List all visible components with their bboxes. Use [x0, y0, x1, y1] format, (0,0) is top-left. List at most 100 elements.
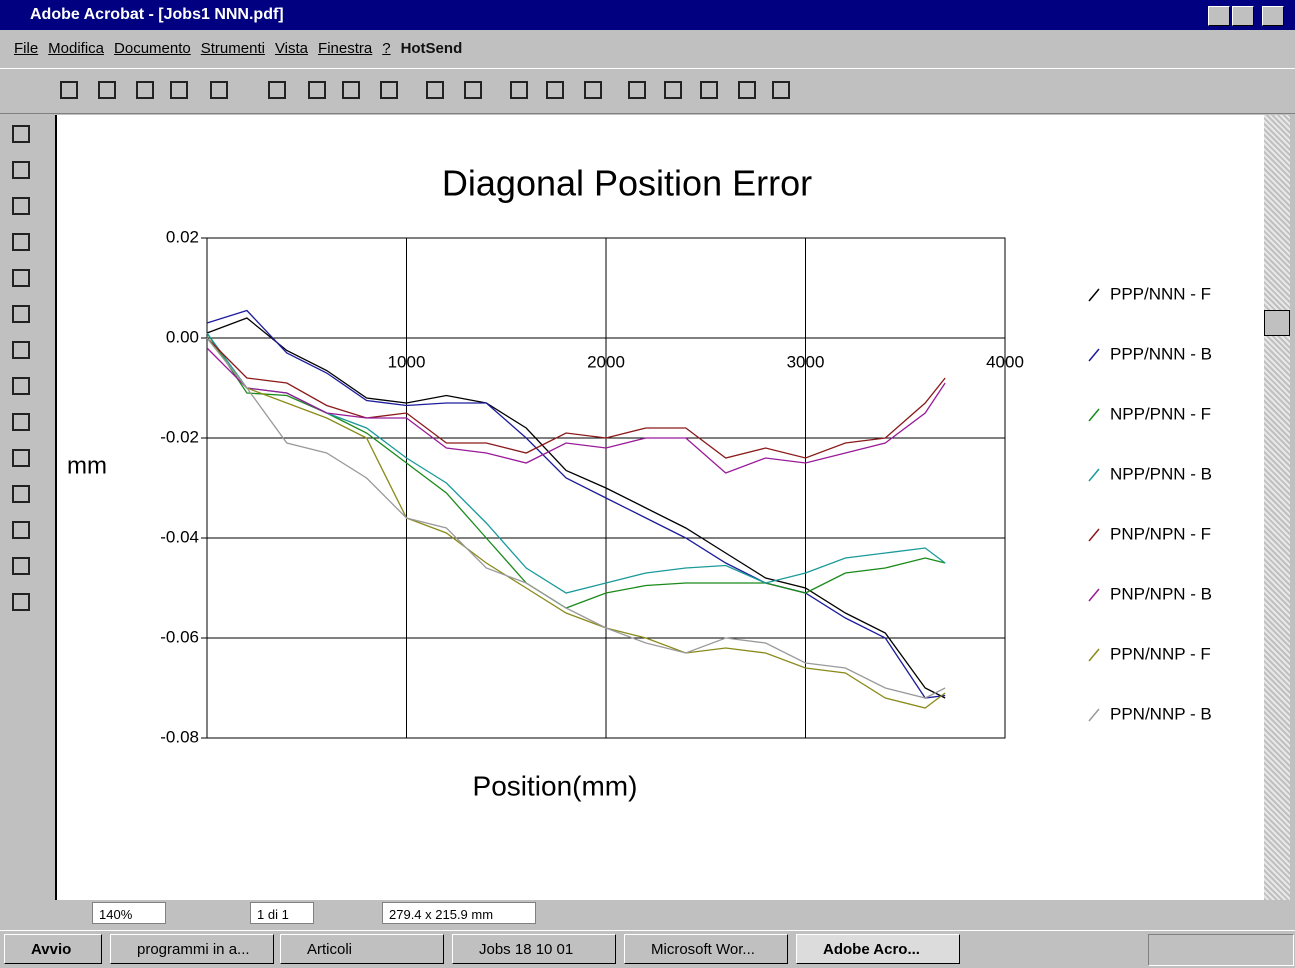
- series-line: [206, 337, 946, 459]
- legend-swatch: [1088, 348, 1100, 362]
- tool-icon[interactable]: [12, 521, 30, 539]
- tool-icon[interactable]: [772, 81, 790, 99]
- menu-item[interactable]: ?: [382, 40, 391, 57]
- tool-icon[interactable]: [12, 197, 30, 215]
- page-number[interactable]: 1 di 1: [250, 902, 314, 924]
- task-button[interactable]: Jobs 18 10 01: [452, 934, 616, 964]
- tool-icon[interactable]: [12, 557, 30, 575]
- tool-icon[interactable]: [210, 81, 228, 99]
- chart: Diagonal Position Error mm Position(mm) …: [67, 163, 1212, 802]
- x-tick-label: 4000: [986, 352, 1024, 371]
- series-line: [206, 332, 946, 609]
- taskbar: Avvio programmi in a... Articoli Jobs 18 1…: [0, 930, 1295, 968]
- menu-item[interactable]: Modifica: [48, 40, 105, 57]
- tool-icon[interactable]: [12, 125, 30, 143]
- legend-label: PPP/NNN - B: [1110, 344, 1212, 363]
- tool-icon[interactable]: [584, 81, 602, 99]
- legend-label: PPN/NNP - F: [1110, 644, 1211, 663]
- menu-item[interactable]: Finestra: [318, 40, 373, 57]
- menu-item[interactable]: Strumenti: [200, 40, 265, 57]
- tool-icon[interactable]: [136, 81, 154, 99]
- title-bar: Adobe Acrobat - [Jobs1 NNN.pdf]: [0, 0, 1295, 30]
- tool-icon[interactable]: [12, 233, 30, 251]
- legend-label: PPP/NNN - F: [1110, 284, 1211, 303]
- tool-icon[interactable]: [12, 593, 30, 611]
- toolbar: [0, 68, 1295, 114]
- legend-label: PNP/NPN - B: [1110, 584, 1212, 603]
- tool-icon[interactable]: [464, 81, 482, 99]
- y-tick-label: 0.00: [166, 327, 199, 346]
- tool-icon[interactable]: [510, 81, 528, 99]
- task-button[interactable]: Articoli: [280, 934, 444, 964]
- tool-icon[interactable]: [308, 81, 326, 99]
- task-button[interactable]: Adobe Acro...: [796, 934, 960, 964]
- tool-icon[interactable]: [98, 81, 116, 99]
- series-line: [206, 337, 946, 709]
- series-line: [206, 347, 946, 474]
- tool-icon[interactable]: [12, 161, 30, 179]
- tool-column: [0, 115, 48, 900]
- chart-title: Diagonal Position Error: [442, 163, 812, 204]
- close[interactable]: [1262, 6, 1284, 26]
- tool-icon[interactable]: [12, 341, 30, 359]
- tool-icon[interactable]: [12, 413, 30, 431]
- legend-swatch: [1088, 468, 1100, 482]
- y-tick-label: -0.08: [160, 727, 199, 746]
- y-tick-label: -0.04: [160, 527, 199, 546]
- tool-icon[interactable]: [342, 81, 360, 99]
- tool-icon[interactable]: [60, 81, 78, 99]
- series-line: [206, 317, 946, 699]
- menu-item[interactable]: HotSend: [400, 40, 463, 57]
- tool-icon[interactable]: [170, 81, 188, 99]
- menu-item[interactable]: Vista: [274, 40, 309, 57]
- legend-swatch: [1088, 408, 1100, 422]
- legend-label: PPN/NNP - B: [1110, 704, 1212, 723]
- tool-icon[interactable]: [628, 81, 646, 99]
- legend-swatch: [1088, 588, 1100, 602]
- task-button[interactable]: Microsoft Wor...: [624, 934, 788, 964]
- tool-icon[interactable]: [268, 81, 286, 99]
- tool-icon[interactable]: [380, 81, 398, 99]
- tool-icon[interactable]: [700, 81, 718, 99]
- legend-swatch: [1088, 528, 1100, 542]
- legend-swatch: [1088, 288, 1100, 302]
- y-tick-label: 0.02: [166, 227, 199, 246]
- legend-swatch: [1088, 708, 1100, 722]
- minimize[interactable]: [1208, 6, 1230, 26]
- tool-icon[interactable]: [738, 81, 756, 99]
- y-tick-label: -0.02: [160, 427, 199, 446]
- x-axis-label: Position(mm): [473, 770, 638, 801]
- y-tick-label: -0.06: [160, 627, 199, 646]
- series-line: [206, 309, 946, 699]
- tool-icon[interactable]: [426, 81, 444, 99]
- tool-icon[interactable]: [12, 485, 30, 503]
- menu-bar: File Modifica Documento Strumenti Vista Fines…: [0, 34, 1295, 64]
- scroll-thumb[interactable]: [1264, 310, 1290, 336]
- tool-icon[interactable]: [12, 305, 30, 323]
- vertical-scrollbar[interactable]: [1264, 115, 1290, 900]
- start-button[interactable]: Avvio: [4, 934, 102, 964]
- window-title: Adobe Acrobat - [Jobs1 NNN.pdf]: [30, 6, 284, 23]
- tool-icon[interactable]: [546, 81, 564, 99]
- legend-swatch: [1088, 648, 1100, 662]
- tray: [1148, 934, 1294, 966]
- tool-icon[interactable]: [12, 377, 30, 395]
- tool-icon[interactable]: [12, 449, 30, 467]
- tool-icon[interactable]: [12, 269, 30, 287]
- series-line: [206, 332, 946, 594]
- menu-item[interactable]: Documento: [114, 40, 191, 57]
- y-axis-label: mm: [67, 452, 107, 479]
- status-bar: 140% 1 di 1 279.4 x 215.9 mm: [60, 900, 1265, 926]
- legend-label: NPP/PNN - B: [1110, 464, 1212, 483]
- legend-label: PNP/NPN - F: [1110, 524, 1211, 543]
- task-button[interactable]: programmi in a...: [110, 934, 274, 964]
- tool-icon[interactable]: [664, 81, 682, 99]
- menu-item[interactable]: File: [14, 40, 39, 57]
- document: Diagonal Position Error mm Position(mm) …: [55, 115, 1264, 900]
- zoom[interactable]: 140%: [92, 902, 166, 924]
- legend-label: NPP/PNN - F: [1110, 404, 1211, 423]
- maximize[interactable]: [1232, 6, 1254, 26]
- page-size: 279.4 x 215.9 mm: [382, 902, 536, 924]
- series-line: [206, 337, 946, 699]
